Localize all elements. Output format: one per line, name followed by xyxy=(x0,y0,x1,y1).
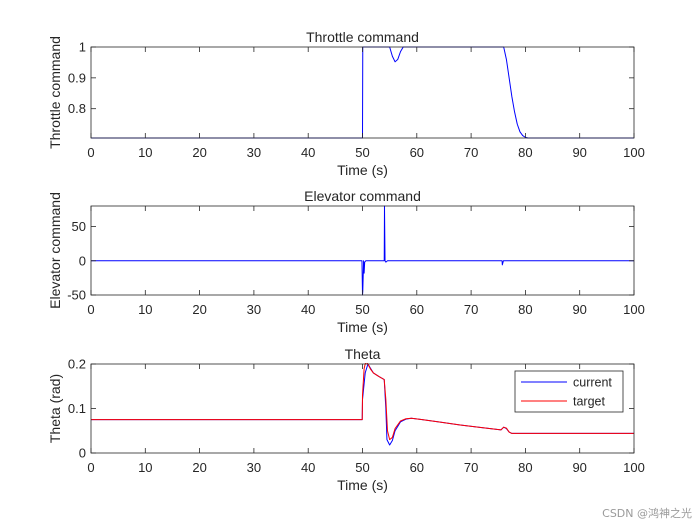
chart-3-xtick-label: 90 xyxy=(572,460,586,475)
chart-2-xtick-label: 30 xyxy=(247,302,261,317)
chart-1-xtick-label: 70 xyxy=(464,145,478,160)
chart-1-xtick-label: 80 xyxy=(518,145,532,160)
chart-3-title: Theta xyxy=(345,346,381,362)
chart-3-xtick-label: 60 xyxy=(410,460,424,475)
chart-2-xtick-label: 90 xyxy=(572,302,586,317)
chart-1-title: Throttle command xyxy=(306,29,419,45)
chart-1-ytick-label: 0.8 xyxy=(68,101,86,116)
chart-2-title: Elevator command xyxy=(304,188,421,204)
chart-2-ytick-label: 50 xyxy=(72,219,86,234)
chart-3-xlabel: Time (s) xyxy=(337,477,388,493)
chart-3-xtick-label: 50 xyxy=(355,460,369,475)
chart-2-ylabel: Elevator command xyxy=(47,192,63,309)
chart-1-ytick-label: 1 xyxy=(79,40,86,55)
chart-2-xtick-label: 50 xyxy=(355,302,369,317)
chart-3-xtick-label: 70 xyxy=(464,460,478,475)
chart-3-xtick-label: 100 xyxy=(623,460,645,475)
chart-1-xtick-label: 100 xyxy=(623,145,645,160)
chart-3-ytick-label: 0.1 xyxy=(68,401,86,416)
watermark: CSDN @鸿神之光 xyxy=(602,507,692,520)
chart-1-xtick-label: 10 xyxy=(138,145,152,160)
chart-2-ytick-label: 0 xyxy=(79,253,86,268)
chart-3-legend-box xyxy=(514,370,624,413)
chart-3-legend-label-target: target xyxy=(573,395,605,409)
chart-2-xtick-label: 10 xyxy=(138,302,152,317)
chart-2-xtick-label: 20 xyxy=(192,302,206,317)
chart-1-xtick-label: 60 xyxy=(410,145,424,160)
chart-3-ylabel: Theta (rad) xyxy=(47,374,63,443)
chart-2-xtick-label: 80 xyxy=(518,302,532,317)
chart-1-xtick-label: 20 xyxy=(192,145,206,160)
chart-2-xtick-label: 40 xyxy=(301,302,315,317)
chart-3-xtick-label: 0 xyxy=(87,460,94,475)
chart-3-xtick-label: 80 xyxy=(518,460,532,475)
chart-2-xlabel: Time (s) xyxy=(337,319,388,335)
chart-1-xlabel: Time (s) xyxy=(337,162,388,178)
chart-1-ylabel: Throttle command xyxy=(47,36,63,149)
chart-2-xtick-label: 60 xyxy=(410,302,424,317)
chart-2-xtick-label: 70 xyxy=(464,302,478,317)
chart-1-xtick-label: 40 xyxy=(301,145,315,160)
chart-3-series-target-line xyxy=(91,363,634,441)
chart-1-xtick-label: 0 xyxy=(87,145,94,160)
chart-1-xtick-label: 30 xyxy=(247,145,261,160)
chart-3-ytick-label: 0 xyxy=(79,446,86,461)
chart-3-legend-label-current: current xyxy=(573,376,612,390)
chart-1-xtick-label: 50 xyxy=(355,145,369,160)
chart-1-ytick-label: 0.9 xyxy=(68,70,86,85)
chart-1-xtick-label: 90 xyxy=(572,145,586,160)
chart-3-xtick-label: 10 xyxy=(138,460,152,475)
chart-2-xtick-label: 0 xyxy=(87,302,94,317)
chart-3-xtick-label: 30 xyxy=(247,460,261,475)
chart-3-ytick-label: 0.2 xyxy=(68,357,86,372)
chart-3-xtick-label: 20 xyxy=(192,460,206,475)
chart-2-ytick-label: -50 xyxy=(67,288,86,303)
chart-3-xtick-label: 40 xyxy=(301,460,315,475)
chart-2-xtick-label: 100 xyxy=(623,302,645,317)
